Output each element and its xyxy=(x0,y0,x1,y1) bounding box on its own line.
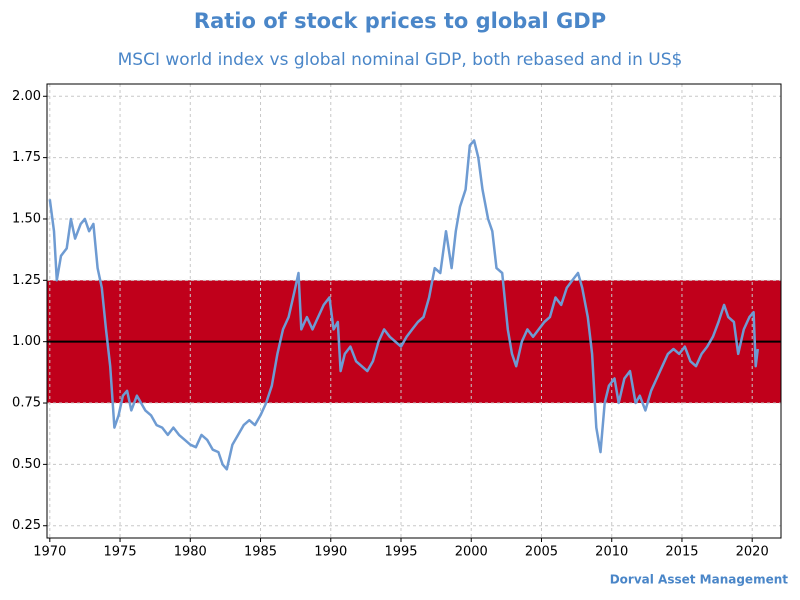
y-tick-label: 1.75 xyxy=(12,150,41,165)
y-tick-label: 0.75 xyxy=(12,396,41,411)
x-tick-label: 1995 xyxy=(384,545,417,560)
x-tick-label: 1975 xyxy=(104,545,137,560)
y-tick-label: 2.00 xyxy=(12,89,41,104)
x-tick-label: 2010 xyxy=(595,545,628,560)
y-tick-label: 1.00 xyxy=(12,334,41,349)
y-tick-label: 1.25 xyxy=(12,273,41,288)
line xyxy=(48,139,760,471)
chart-subtitle: MSCI world index vs global nominal GDP, … xyxy=(118,50,683,70)
x-tick-label: 1985 xyxy=(244,545,277,560)
x-tick-label: 1970 xyxy=(33,545,66,560)
x-tick-label: 2000 xyxy=(455,545,488,560)
source: Dorval Asset Management xyxy=(610,573,789,587)
y-tick-label: 0.25 xyxy=(12,518,41,533)
plot-border xyxy=(46,83,782,539)
chart-title: Ratio of stock prices to global GDP xyxy=(194,9,606,33)
y-tick-label: 1.50 xyxy=(12,211,41,226)
x-tick-label: 2015 xyxy=(665,545,698,560)
x-tick-label: 1980 xyxy=(174,545,207,560)
x-tick-label: 2005 xyxy=(525,545,558,560)
x-tick-label: 2020 xyxy=(736,545,769,560)
y-tick-label: 0.50 xyxy=(12,457,41,472)
x-tick-label: 1990 xyxy=(314,545,347,560)
